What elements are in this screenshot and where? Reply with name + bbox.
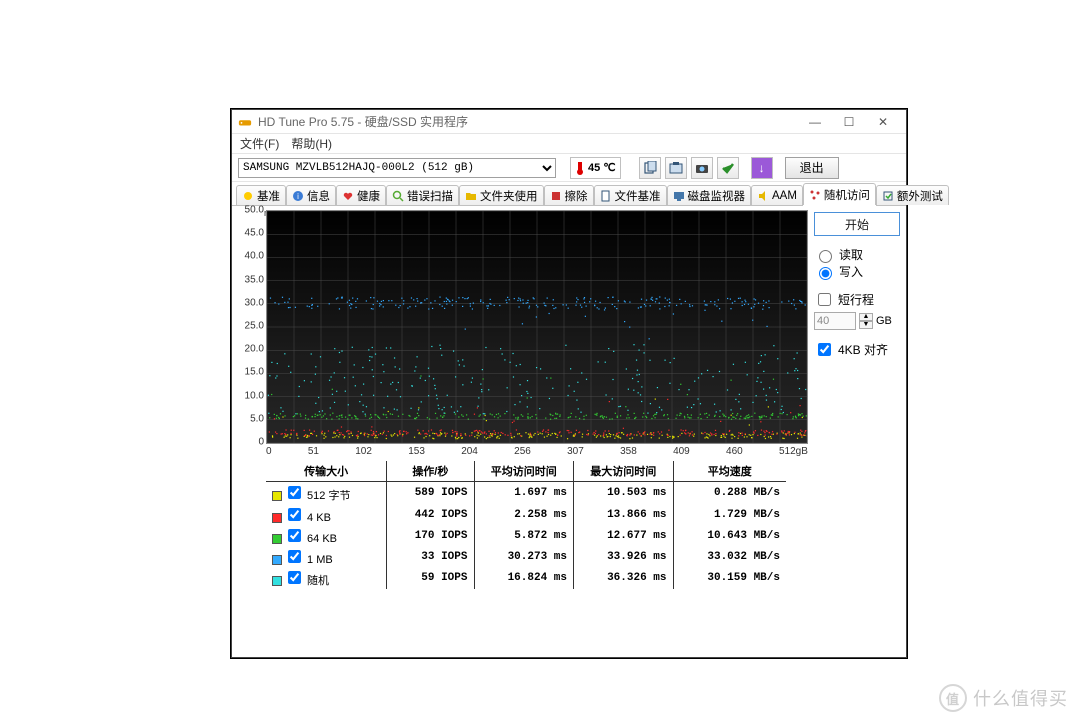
content-area: ms 50.045.040.035.030.025.020.015.010.05… xyxy=(232,206,906,603)
series-swatch xyxy=(272,513,282,523)
menubar: 文件(F) 帮助(H) xyxy=(232,134,906,154)
chart-x-axis: 051102153204256307358409460512gB xyxy=(266,444,808,457)
result-cell: 5.872 ms xyxy=(474,525,574,546)
maximize-button[interactable]: ☐ xyxy=(832,115,866,129)
app-window: HD Tune Pro 5.75 - 硬盘/SSD 实用程序 — ☐ ✕ 文件(… xyxy=(231,109,907,658)
series-swatch xyxy=(272,555,282,565)
tab-erase[interactable]: 擦除 xyxy=(544,185,594,205)
result-cell: 10.643 MB/s xyxy=(673,525,786,546)
tab-folder[interactable]: 文件夹使用 xyxy=(459,185,544,205)
series-toggle[interactable] xyxy=(288,529,301,542)
results-table: 传输大小操作/秒平均访问时间最大访问时间平均速度 512 字节589 IOPS1… xyxy=(266,461,802,589)
result-cell: 1.729 MB/s xyxy=(673,504,786,525)
temperature-value: 45 xyxy=(588,162,600,174)
tab-monitor[interactable]: 磁盘监视器 xyxy=(667,185,752,205)
result-cell: 2.258 ms xyxy=(474,504,574,525)
result-cell: 33.032 MB/s xyxy=(673,546,786,567)
watermark-text: 什么值得买 xyxy=(973,685,1068,711)
result-cell: 10.503 ms xyxy=(574,482,674,505)
app-icon xyxy=(238,115,252,129)
drive-select[interactable]: SAMSUNG MZVLB512HAJQ-000L2 (512 gB) xyxy=(238,158,556,178)
col-header: 最大访问时间 xyxy=(574,461,674,482)
save-button[interactable] xyxy=(717,157,739,179)
svg-text:i: i xyxy=(297,192,299,201)
menu-help[interactable]: 帮助(H) xyxy=(291,135,332,152)
result-cell: 33.926 ms xyxy=(574,546,674,567)
result-cell: 13.866 ms xyxy=(574,504,674,525)
tab-bar: 基准 i信息 健康 错误扫描 文件夹使用 擦除 文件基准 磁盘监视器 AAM 随… xyxy=(232,182,906,206)
result-cell: 30.273 ms xyxy=(474,546,574,567)
screenshot-button[interactable] xyxy=(665,157,687,179)
result-row: 512 字节589 IOPS1.697 ms10.503 ms0.288 MB/… xyxy=(266,482,786,505)
series-toggle[interactable] xyxy=(288,571,301,584)
tab-errorscan[interactable]: 错误扫描 xyxy=(386,185,459,205)
result-row: 1 MB33 IOPS30.273 ms33.926 ms33.032 MB/s xyxy=(266,546,786,567)
read-radio[interactable]: 读取 xyxy=(814,246,900,263)
minimize-tray-button[interactable]: ↓ xyxy=(751,157,773,179)
result-cell: 59 IOPS xyxy=(387,567,474,589)
start-button[interactable]: 开始 xyxy=(814,212,900,236)
result-row: 随机59 IOPS16.824 ms36.326 ms30.159 MB/s xyxy=(266,567,786,589)
short-stroke-unit: GB xyxy=(876,315,892,327)
tab-filebench[interactable]: 文件基准 xyxy=(594,185,667,205)
short-stroke-spinner[interactable]: ▲▼ xyxy=(859,313,873,329)
thermometer-icon xyxy=(575,161,585,175)
result-cell: 36.326 ms xyxy=(574,567,674,589)
series-toggle[interactable] xyxy=(288,508,301,521)
copy-info-button[interactable] xyxy=(639,157,661,179)
series-swatch xyxy=(272,576,282,586)
chart-panel: ms 50.045.040.035.030.025.020.015.010.05… xyxy=(238,210,808,593)
col-header: 操作/秒 xyxy=(387,461,474,482)
series-swatch xyxy=(272,534,282,544)
result-cell: 442 IOPS xyxy=(387,504,474,525)
col-header: 平均访问时间 xyxy=(474,461,574,482)
tab-aam[interactable]: AAM xyxy=(751,185,803,205)
window-title: HD Tune Pro 5.75 - 硬盘/SSD 实用程序 xyxy=(258,113,468,130)
result-cell: 589 IOPS xyxy=(387,482,474,505)
col-header: 传输大小 xyxy=(266,461,387,482)
temperature-unit: ℃ xyxy=(603,161,615,174)
write-radio[interactable]: 写入 xyxy=(814,263,900,280)
result-cell: 170 IOPS xyxy=(387,525,474,546)
short-stroke-check[interactable]: 短行程 xyxy=(814,290,900,309)
series-toggle[interactable] xyxy=(288,486,301,499)
tab-info[interactable]: i信息 xyxy=(286,185,336,205)
tab-extra[interactable]: 额外测试 xyxy=(876,185,949,205)
chart-y-axis: ms 50.045.040.035.030.025.020.015.010.05… xyxy=(238,210,266,444)
result-cell: 12.677 ms xyxy=(574,525,674,546)
titlebar: HD Tune Pro 5.75 - 硬盘/SSD 实用程序 — ☐ ✕ xyxy=(232,110,906,134)
result-cell: 16.824 ms xyxy=(474,567,574,589)
scatter-plot xyxy=(266,210,808,444)
camera-button[interactable] xyxy=(691,157,713,179)
result-row: 4 KB442 IOPS2.258 ms13.866 ms1.729 MB/s xyxy=(266,504,786,525)
watermark-icon: 值 xyxy=(939,684,967,712)
main-toolbar: SAMSUNG MZVLB512HAJQ-000L2 (512 gB) 45℃ … xyxy=(232,154,906,182)
short-stroke-value[interactable] xyxy=(814,312,856,330)
tab-benchmark[interactable]: 基准 xyxy=(236,185,286,205)
align-4kb-check[interactable]: 4KB 对齐 xyxy=(814,340,900,359)
exit-button[interactable]: 退出 xyxy=(785,157,839,179)
temperature-display: 45℃ xyxy=(570,157,621,179)
result-cell: 0.288 MB/s xyxy=(673,482,786,505)
col-header: 平均速度 xyxy=(673,461,786,482)
result-cell: 33 IOPS xyxy=(387,546,474,567)
tab-health[interactable]: 健康 xyxy=(336,185,386,205)
tab-random[interactable]: 随机访问 xyxy=(803,183,876,205)
series-toggle[interactable] xyxy=(288,550,301,563)
series-swatch xyxy=(272,491,282,501)
watermark: 值 什么值得买 xyxy=(939,684,1068,712)
result-cell: 1.697 ms xyxy=(474,482,574,505)
close-button[interactable]: ✕ xyxy=(866,115,900,129)
result-cell: 30.159 MB/s xyxy=(673,567,786,589)
result-row: 64 KB170 IOPS5.872 ms12.677 ms10.643 MB/… xyxy=(266,525,786,546)
side-panel: 开始 读取 写入 短行程 ▲▼ GB 4KB 对齐 xyxy=(814,210,900,593)
menu-file[interactable]: 文件(F) xyxy=(240,135,279,152)
minimize-button[interactable]: — xyxy=(798,115,832,129)
